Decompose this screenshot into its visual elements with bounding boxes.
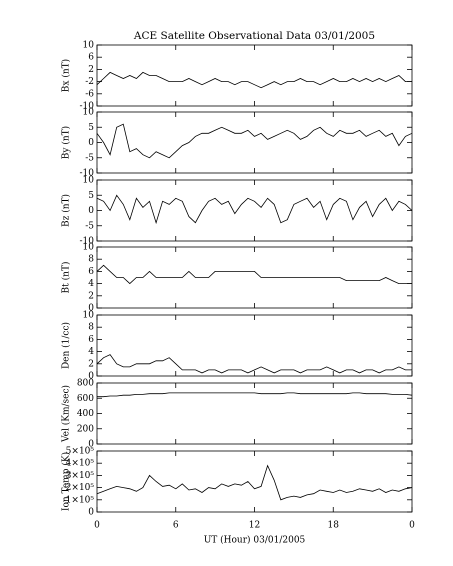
y-tick-label: 0 [88,440,94,450]
y-tick-label: 1×10⁵ [66,495,95,505]
y-tick-label: 0 [88,206,94,216]
y-tick-label: 10 [83,243,95,253]
y-axis-label: Ion Temp (K) [61,452,72,511]
y-axis-label: By (nT) [61,126,72,159]
x-tick-label: 12 [249,521,260,531]
y-tick-label: 2 [88,359,94,369]
y-tick-label: 10 [83,176,95,186]
data-line [96,264,412,285]
y-tick-label: 6 [88,335,94,345]
x-tick-label: 0 [94,521,100,531]
y-tick-label: 3×10⁵ [66,471,95,481]
panel-frame [96,314,413,377]
y-axis-label: Bx (nT) [61,59,72,92]
y-tick-label: 10 [83,41,95,51]
data-line [97,392,413,398]
panel-frame [96,246,413,309]
data-line [96,464,413,501]
x-tick-label: 0 [409,521,415,531]
y-tick-label: 0 [88,138,94,148]
y-tick-label: -10 [80,169,95,179]
y-tick-label: 6 [88,53,94,63]
x-tick-label: 18 [328,521,340,531]
y-tick-label: 4 [88,347,94,357]
panel-frame [96,111,413,174]
y-axis-label: Vel (Km/sec) [61,385,72,443]
y-tick-label: 400 [77,409,94,419]
data-line [96,194,413,225]
data-line [96,123,413,159]
y-tick-label: 800 [77,379,94,389]
y-tick-label: 10 [83,108,95,118]
y-tick-label: 8 [88,255,94,265]
y-tick-label: 200 [77,424,94,434]
panel-frame [96,179,413,242]
y-tick-label: 6 [88,267,94,277]
y-tick-label: 5×10⁵ [66,447,95,457]
y-tick-label: 5 [88,123,94,133]
y-tick-label: -5 [85,153,94,163]
y-tick-label: -10 [80,102,95,112]
y-axis-label: Bt (nT) [61,262,72,294]
panel-frame [96,44,413,107]
y-tick-label: 0 [88,508,94,518]
data-line [96,354,412,374]
panel-frame [96,450,413,513]
y-tick-label: 4 [88,279,94,289]
x-tick-label: 6 [173,521,179,531]
chart-title: ACE Satellite Observational Data 03/01/2… [133,30,375,42]
y-tick-label: 10 [83,311,95,321]
y-tick-label: 2 [88,65,94,75]
y-tick-label: 600 [77,394,94,404]
y-tick-label: -6 [85,89,94,99]
y-tick-label: -5 [85,221,94,231]
y-tick-label: 4×10⁵ [66,459,95,469]
y-tick-label: 2 [88,291,94,301]
data-line [96,71,412,89]
y-axis-label: Den (1/cc) [61,322,72,369]
y-tick-label: -10 [80,237,95,247]
y-tick-label: 8 [88,323,94,333]
y-tick-label: -2 [85,77,94,87]
y-tick-label: 0 [88,304,94,314]
y-tick-label: 2×10⁵ [66,483,95,493]
x-axis-label: UT (Hour) 03/01/2005 [204,535,306,546]
y-axis-label: Bz (nT) [61,194,72,227]
y-tick-label: 0 [88,372,94,382]
y-tick-label: 5 [88,191,94,201]
panel-frame [96,382,413,445]
